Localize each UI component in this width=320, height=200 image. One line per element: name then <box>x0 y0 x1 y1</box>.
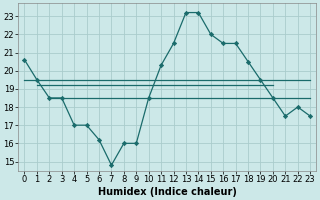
X-axis label: Humidex (Indice chaleur): Humidex (Indice chaleur) <box>98 187 237 197</box>
